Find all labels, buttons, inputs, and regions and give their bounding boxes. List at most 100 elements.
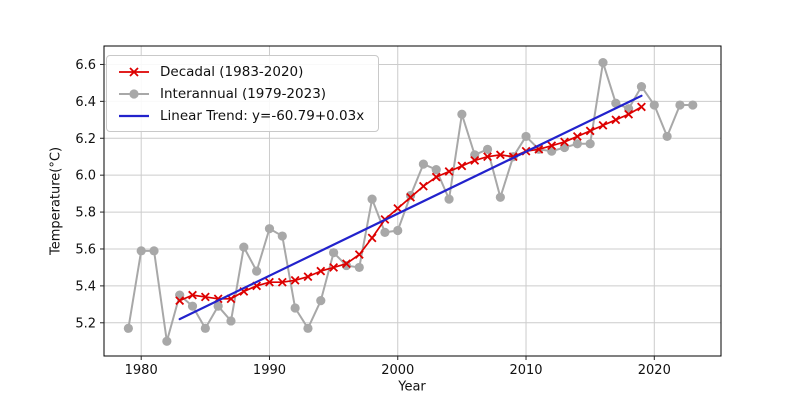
legend-label-interannual: Interannual (1979-2023) [160, 85, 327, 102]
data-point-decadal [611, 115, 621, 125]
legend-item-interannual: Interannual (1979-2023) [117, 84, 364, 103]
axis-ticks: 1980 1990 2000 2010 2020 5.2 5.4 5.6 5.8 6.0 6.2 6.… [75, 58, 671, 378]
data-point-interannual [290, 303, 300, 313]
data-point-decadal [367, 233, 377, 243]
data-point-decadal [624, 109, 634, 119]
legend-sample-marker [129, 66, 139, 77]
legend-sample-decadal-line-icon [119, 66, 149, 77]
y-tick-label: 5.2 [75, 316, 96, 331]
data-point-interannual [187, 301, 198, 311]
data-point-interannual [675, 100, 685, 110]
data-point-interannual [482, 144, 493, 154]
data-point-interannual [200, 323, 210, 333]
y-tick-label: 5.8 [75, 206, 96, 221]
data-point-interannual [162, 336, 172, 346]
data-point-interannual [123, 323, 133, 333]
x-axis-label: Year [398, 379, 426, 395]
data-point-interannual [380, 227, 390, 237]
data-point-decadal [265, 277, 274, 287]
data-point-interannual [611, 98, 621, 108]
data-point-interannual [662, 131, 672, 142]
data-point-decadal [175, 296, 185, 306]
data-point-decadal [431, 172, 441, 182]
data-point-interannual [649, 100, 659, 110]
data-point-decadal [483, 152, 492, 162]
data-point-interannual [405, 190, 416, 201]
data-point-decadal [470, 155, 480, 165]
data-point-decadal [547, 141, 557, 151]
data-point-decadal [393, 203, 403, 213]
data-point-interannual [367, 194, 377, 204]
data-point-interannual [495, 192, 505, 202]
data-point-decadal [495, 150, 505, 160]
data-point-interannual [393, 225, 403, 236]
data-point-decadal [200, 292, 210, 302]
legend: Decadal (1983-2020) Interannual (1979-20… [106, 55, 380, 132]
x-tick-label: 1980 [125, 363, 158, 378]
data-point-decadal [585, 126, 595, 136]
y-tick-label: 6.0 [75, 169, 96, 184]
data-point-interannual [252, 266, 262, 276]
legend-label-decadal: Decadal (1983-2020) [160, 63, 304, 80]
data-point-decadal [444, 167, 454, 176]
data-point-interannual [329, 248, 339, 258]
data-point-interannual [521, 131, 531, 142]
y-tick-label: 5.4 [75, 279, 96, 294]
y-tick-label: 6.2 [75, 132, 96, 147]
data-point-interannual [303, 323, 313, 333]
data-point-decadal [560, 137, 569, 147]
data-point-decadal [188, 290, 197, 300]
data-point-decadal [457, 161, 467, 171]
data-point-decadal [303, 272, 313, 282]
data-point-decadal [598, 120, 608, 130]
data-point-interannual [239, 242, 249, 252]
legend-item-decadal: Decadal (1983-2020) [117, 62, 364, 81]
data-point-interannual [226, 316, 236, 326]
data-point-interannual [636, 81, 647, 92]
data-point-decadal [572, 131, 582, 141]
data-point-interannual [457, 109, 467, 119]
data-point-interannual [354, 262, 364, 273]
y-tick-label: 5.6 [75, 242, 96, 257]
data-point-interannual [598, 58, 608, 68]
y-tick-label: 6.6 [75, 58, 96, 73]
data-point-decadal [418, 181, 428, 191]
data-point-interannual [149, 246, 159, 256]
data-point-interannual [264, 224, 275, 234]
data-point-interannual [431, 165, 441, 175]
x-tick-label: 2010 [509, 363, 542, 378]
series-line-decadal [178, 106, 643, 302]
x-tick-label: 1990 [253, 363, 286, 378]
data-point-decadal [290, 275, 300, 285]
axes-spines [103, 45, 722, 357]
series-trend [178, 94, 643, 321]
legend-sample-interannual-line-icon [119, 88, 149, 99]
data-point-interannual [418, 159, 429, 169]
legend-sample-marker [129, 88, 139, 99]
data-point-interannual [572, 139, 582, 149]
data-point-decadal [406, 192, 416, 202]
series-decadal [175, 102, 646, 306]
series-line-trend [178, 94, 643, 321]
data-point-decadal [354, 250, 364, 259]
legend-item-trend: Linear Trend: y=-60.79+0.03x [117, 106, 364, 125]
data-point-decadal [637, 102, 646, 112]
data-point-decadal [329, 262, 339, 272]
data-point-interannual [585, 139, 595, 149]
data-point-interannual [341, 260, 352, 271]
x-tick-label: 2020 [638, 363, 671, 378]
data-point-interannual [316, 296, 326, 306]
data-point-interannual [213, 301, 223, 311]
y-axis-label: Temperature(°C) [48, 146, 64, 256]
y-tick-label: 6.4 [75, 95, 96, 110]
data-point-decadal [316, 266, 326, 276]
legend-label-trend: Linear Trend: y=-60.79+0.03x [160, 107, 365, 124]
data-point-interannual [688, 100, 698, 110]
data-point-interannual [277, 231, 287, 241]
data-point-interannual [136, 246, 146, 256]
data-point-decadal [277, 277, 287, 287]
data-point-decadal [342, 259, 351, 269]
data-point-interannual [444, 194, 454, 204]
x-tick-label: 2000 [381, 363, 414, 378]
